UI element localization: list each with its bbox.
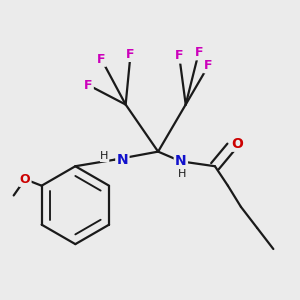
- Text: N: N: [117, 153, 128, 167]
- Text: N: N: [175, 154, 187, 168]
- Text: F: F: [175, 50, 184, 62]
- Text: O: O: [20, 173, 30, 186]
- Text: H: H: [100, 152, 109, 161]
- Text: O: O: [231, 136, 243, 151]
- Text: F: F: [126, 48, 135, 61]
- Text: F: F: [84, 79, 93, 92]
- Text: F: F: [194, 46, 203, 59]
- Text: F: F: [204, 59, 213, 72]
- Text: F: F: [97, 52, 106, 66]
- Text: H: H: [178, 169, 187, 179]
